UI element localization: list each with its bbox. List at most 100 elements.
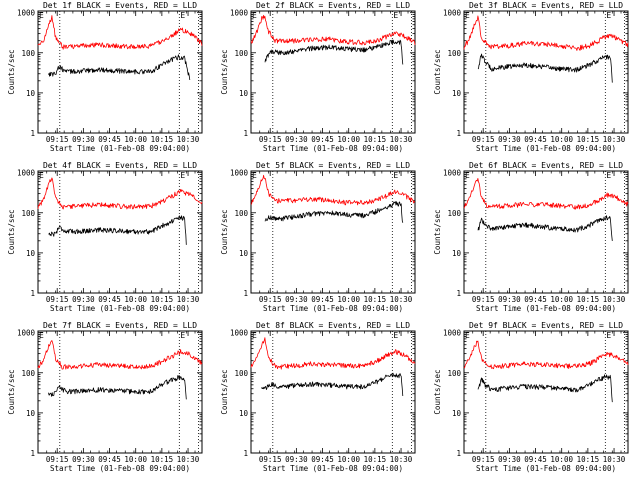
detector-panel: Det 7f BLACK = Events, RED = LLD 1 10 100 10… (7, 321, 203, 473)
y-tick-label: 1000 (17, 329, 36, 338)
x-tick-label: 09:45 (98, 135, 121, 144)
x-tick-label: 09:15 (259, 295, 282, 304)
panel-title: Det 2f BLACK = Events, RED = LLD (256, 1, 410, 10)
x-tick-label: 10:30 (177, 135, 200, 144)
plot-frame (250, 330, 416, 454)
x-tick-label: 10:15 (364, 135, 387, 144)
x-tick-label: 09:30 (285, 455, 308, 464)
y-tick-label: 1000 (17, 9, 36, 18)
lld-series-line (463, 340, 629, 370)
x-tick-label: 10:15 (577, 135, 600, 144)
x-tick-label: 10:15 (577, 295, 600, 304)
flag-label: E (465, 11, 470, 20)
plot-frame (250, 170, 416, 294)
x-tick-label: 09:15 (472, 295, 495, 304)
panel-title: Det 4f BLACK = Events, RED = LLD (43, 161, 197, 170)
lld-series-line (37, 340, 203, 370)
y-tick-label: 10 (452, 249, 462, 258)
y-tick-label: 1 (243, 129, 248, 138)
detector-panel: Det 4f BLACK = Events, RED = LLD 1 10 100 10… (7, 161, 203, 313)
y-tick-label: 1000 (230, 329, 249, 338)
x-tick-label: 10:30 (177, 295, 200, 304)
plot-frame (37, 170, 203, 294)
x-tick-label: 09:15 (472, 455, 495, 464)
x-tick-label: 10:30 (603, 455, 626, 464)
y-tick-label: 10 (26, 409, 36, 418)
flag-label: E (393, 331, 398, 340)
panel-title: Det 3f BLACK = Events, RED = LLD (469, 1, 623, 10)
detector-panel: Det 1f BLACK = Events, RED = LLD 1 10 100 10… (7, 1, 203, 153)
lld-series-line (37, 15, 203, 50)
x-tick-label: 10:15 (151, 295, 174, 304)
plot-frame (250, 10, 416, 134)
events-series-line (477, 215, 613, 241)
plot-frame (463, 10, 629, 134)
x-axis-title: Start Time (01-Feb-08 09:04:00) (476, 144, 616, 153)
flag-label: E (252, 11, 257, 20)
x-tick-label: 09:45 (524, 455, 547, 464)
y-axis-title: Counts/sec (433, 209, 442, 254)
x-tick-label: 09:45 (311, 135, 334, 144)
panel-title: Det 8f BLACK = Events, RED = LLD (256, 321, 410, 330)
x-axis-title: Start Time (01-Feb-08 09:04:00) (263, 304, 403, 313)
x-tick-label: 10:00 (124, 455, 147, 464)
panel-title: Det 6f BLACK = Events, RED = LLD (469, 161, 623, 170)
x-tick-label: 10:00 (550, 455, 573, 464)
x-tick-label: 09:30 (285, 135, 308, 144)
flag-label: E (252, 331, 257, 340)
y-tick-label: 1000 (230, 9, 249, 18)
y-axis-title: Counts/sec (433, 49, 442, 94)
x-tick-label: 10:15 (577, 455, 600, 464)
plot-frame (463, 330, 629, 454)
flag-label: E (180, 11, 185, 20)
events-series-line (264, 201, 404, 223)
events-series-line (264, 39, 404, 65)
flag-label: E (465, 331, 470, 340)
x-tick-label: 09:30 (72, 455, 95, 464)
flag-label: E (393, 11, 398, 20)
x-tick-label: 09:30 (498, 135, 521, 144)
x-tick-label: 09:30 (498, 295, 521, 304)
detector-panel: Det 2f BLACK = Events, RED = LLD 1 10 100 10… (220, 1, 416, 153)
y-tick-label: 10 (239, 409, 249, 418)
y-tick-label: 100 (447, 209, 461, 218)
lld-series-line (250, 174, 416, 206)
x-tick-label: 10:00 (124, 135, 147, 144)
y-tick-label: 1000 (443, 9, 462, 18)
y-tick-label: 10 (26, 249, 36, 258)
x-tick-label: 09:30 (72, 135, 95, 144)
x-tick-label: 10:30 (390, 135, 413, 144)
y-tick-label: 1 (30, 129, 35, 138)
panel-title: Det 7f BLACK = Events, RED = LLD (43, 321, 197, 330)
flag-label: E (39, 11, 44, 20)
y-tick-label: 1 (30, 449, 35, 458)
x-tick-label: 10:30 (603, 295, 626, 304)
x-tick-label: 10:00 (550, 135, 573, 144)
x-tick-label: 09:15 (46, 455, 69, 464)
lld-series-line (463, 178, 629, 210)
panel-title: Det 5f BLACK = Events, RED = LLD (256, 161, 410, 170)
plot-frame (37, 330, 203, 454)
x-tick-label: 10:15 (151, 455, 174, 464)
x-tick-label: 10:15 (364, 455, 387, 464)
x-axis-title: Start Time (01-Feb-08 09:04:00) (50, 464, 190, 473)
detector-panel: Det 5f BLACK = Events, RED = LLD 1 10 100 10… (220, 161, 416, 313)
x-tick-label: 09:45 (524, 135, 547, 144)
y-tick-label: 10 (239, 89, 249, 98)
y-tick-label: 100 (234, 209, 248, 218)
x-tick-label: 10:00 (550, 295, 573, 304)
y-axis-title: Counts/sec (220, 49, 229, 94)
flag-label: E (606, 331, 611, 340)
y-tick-label: 1 (456, 289, 461, 298)
x-tick-label: 09:30 (285, 295, 308, 304)
x-tick-label: 09:15 (259, 135, 282, 144)
panel-title: Det 9f BLACK = Events, RED = LLD (469, 321, 623, 330)
x-tick-label: 09:45 (311, 295, 334, 304)
y-tick-label: 100 (21, 209, 35, 218)
x-axis-title: Start Time (01-Feb-08 09:04:00) (50, 304, 190, 313)
y-tick-label: 1000 (230, 169, 249, 178)
x-tick-label: 09:45 (98, 455, 121, 464)
x-axis-title: Start Time (01-Feb-08 09:04:00) (263, 464, 403, 473)
lld-series-line (250, 14, 416, 46)
